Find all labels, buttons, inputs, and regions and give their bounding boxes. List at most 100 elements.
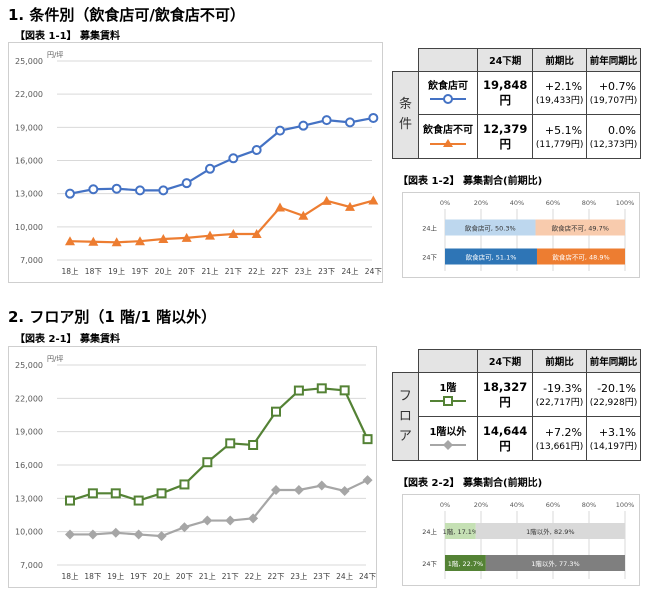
- x-tick-label: 23上: [290, 572, 308, 581]
- data-point: [271, 406, 281, 417]
- row-value: 12,379円: [477, 114, 534, 159]
- bar-segment: [445, 555, 486, 571]
- data-point: [179, 479, 190, 490]
- x-tick-label: 18上: [61, 572, 79, 581]
- data-label: 1階, 17.1%: [443, 527, 478, 536]
- line-chart-1-svg: 円/坪 25,000 22,000 19,000 16,000 13,000 10,000 7…: [15, 51, 382, 276]
- yoy-prev: (12,373円): [589, 139, 638, 150]
- data-point: [158, 185, 169, 196]
- data-point: [362, 434, 373, 445]
- x-tick-label: 22下: [267, 572, 285, 581]
- col-header-period: 24下期: [477, 349, 534, 373]
- data-point: [202, 515, 213, 526]
- x-tick-label: 19上: [108, 267, 126, 276]
- chart2-label: 【図表 2-1】 募集賃料: [15, 334, 121, 345]
- data-point: [339, 485, 350, 496]
- share-label-1: 【図表 1-2】 募集割合(前期比): [398, 176, 543, 187]
- y-tick-label: 10,000: [15, 223, 43, 232]
- bar-segment: [475, 523, 625, 539]
- data-point: [368, 112, 379, 123]
- data-point: [87, 529, 98, 540]
- data-point: [275, 202, 285, 212]
- yoy-cell: 0.0% (12,373円): [586, 114, 641, 159]
- x-tick-label: 20上: [155, 267, 173, 276]
- x-tick-label: 60%: [546, 199, 560, 207]
- col-header-qoq: 前期比: [532, 48, 588, 72]
- data-point: [228, 153, 239, 164]
- share-chart-2-svg: 0% 20% 40% 60% 80% 100% 24上 1階, 17.1% 1階以外, 82.9…: [422, 501, 635, 579]
- y-tick-label: 22,000: [15, 90, 43, 99]
- share-chart-1: 0% 20% 40% 60% 80% 100% 24上 飲食店可, 50.3% 飲食店不可, 4…: [402, 192, 640, 278]
- qoq-value: -19.3%: [543, 381, 582, 395]
- data-point: [205, 230, 215, 240]
- data-point: [156, 531, 167, 542]
- x-tick-label: 60%: [546, 501, 560, 509]
- group-label-char: フ: [398, 388, 412, 404]
- data-point: [110, 488, 121, 499]
- x-tick-label: 18下: [84, 572, 102, 581]
- group-label-char: ロ: [398, 408, 412, 424]
- x-tick-label: 20%: [474, 501, 488, 509]
- x-tick-label: 22下: [271, 267, 289, 276]
- qoq-value: +2.1%: [544, 80, 583, 93]
- x-tick-label: 100%: [616, 501, 635, 509]
- table-corner: [392, 349, 419, 373]
- data-point: [339, 385, 350, 396]
- row-value: 14,644円: [477, 416, 534, 461]
- x-tick-label: 0%: [440, 501, 450, 509]
- data-point: [133, 495, 144, 506]
- group-label-char: 条: [398, 97, 412, 112]
- x-tick-label: 21下: [222, 572, 240, 581]
- x-tick-label: 24上: [341, 267, 359, 276]
- yoy-prev: (19,707円): [589, 96, 638, 106]
- data-point: [88, 236, 99, 246]
- data-point: [321, 195, 332, 205]
- row-label-cell: 1階以外: [417, 416, 479, 461]
- x-tick-label: 22上: [248, 267, 266, 276]
- x-tick-label: 21下: [225, 267, 243, 276]
- y-category-label: 24下: [422, 254, 437, 262]
- data-point: [158, 233, 169, 243]
- qoq-prev: (19,433円): [535, 96, 584, 106]
- yoy-cell: +3.1% (14,197円): [586, 416, 641, 461]
- bar-segment: [536, 248, 625, 265]
- yoy-value: -20.1%: [597, 381, 636, 395]
- data-point: [345, 117, 355, 128]
- row-label-cell: 1階: [417, 372, 479, 417]
- qoq-cell: +2.1% (19,433円): [532, 71, 588, 115]
- group-label: 条件: [392, 71, 419, 159]
- legend-marker-diamond: [429, 439, 466, 450]
- data-point: [345, 201, 355, 211]
- y-tick-label: 22,000: [15, 394, 43, 403]
- data-point: [298, 210, 309, 220]
- data-point: [293, 385, 304, 396]
- line-chart-2: 円/坪 25,000 22,000 19,000 16,000 13,000 10,000 7…: [8, 346, 377, 588]
- row-value: 18,327円: [477, 372, 534, 417]
- data-point: [228, 229, 239, 239]
- qoq-prev: (11,779円): [535, 139, 584, 150]
- data-label: 1階以外, 77.3%: [531, 559, 579, 568]
- group-label-char: 件: [398, 117, 412, 132]
- data-point: [316, 480, 327, 491]
- y-tick-label: 10,000: [15, 528, 43, 537]
- unit-label: 円/坪: [47, 355, 63, 363]
- data-label: 飲食店可, 50.3%: [465, 224, 516, 233]
- data-point: [156, 488, 167, 499]
- x-tick-label: 19下: [130, 572, 148, 581]
- row-label-cell: 飲食店可: [417, 71, 479, 115]
- yoy-cell: -20.1% (22,928円): [586, 372, 641, 417]
- data-point: [298, 120, 309, 131]
- data-label: 飲食店不可, 49.7%: [552, 224, 609, 233]
- qoq-prev: (13,661円): [535, 441, 584, 452]
- x-tick-label: 80%: [582, 199, 596, 207]
- data-label: 飲食店可, 51.1%: [466, 253, 517, 262]
- x-tick-label: 22上: [245, 572, 263, 581]
- group-label-char: ア: [398, 428, 412, 444]
- col-header-yoy: 前年同期比: [586, 349, 641, 373]
- data-point: [88, 184, 99, 195]
- x-tick-label: 24上: [336, 572, 354, 581]
- data-point: [111, 183, 122, 194]
- bar-segment: [485, 555, 625, 571]
- row-label-cell: 飲食店不可: [417, 114, 479, 159]
- y-tick-label: 19,000: [15, 428, 43, 437]
